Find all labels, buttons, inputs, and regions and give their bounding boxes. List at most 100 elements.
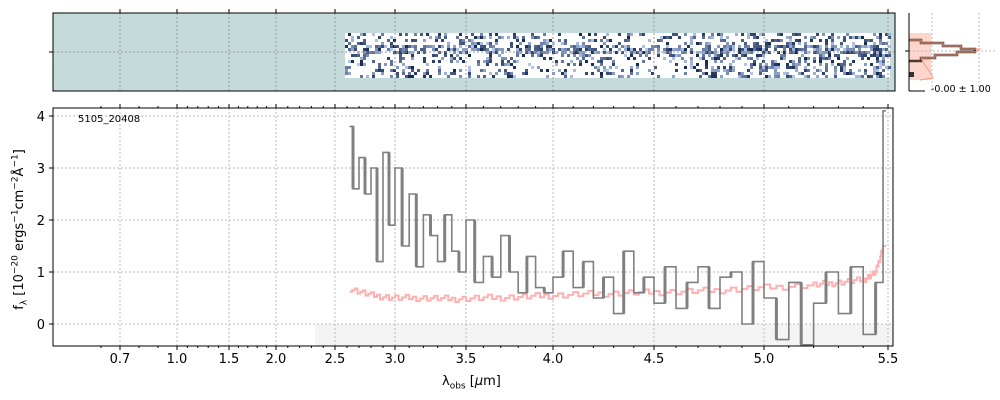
2d-pixel: [879, 51, 882, 54]
2d-pixel: [888, 45, 891, 48]
2d-pixel: [651, 72, 654, 75]
2d-pixel: [840, 63, 843, 66]
2d-pixel: [600, 57, 603, 60]
2d-pixel: [411, 45, 414, 48]
2d-pixel: [348, 33, 351, 36]
2d-pixel: [843, 39, 846, 42]
2d-pixel: [468, 66, 471, 69]
2d-pixel: [675, 69, 678, 72]
2d-pixel: [579, 48, 582, 51]
2d-pixel: [756, 57, 759, 60]
2d-pixel: [873, 33, 876, 36]
2d-pixel: [843, 66, 846, 69]
2d-pixel: [792, 45, 795, 48]
2d-pixel: [582, 42, 585, 45]
2d-pixel: [405, 48, 408, 51]
2d-pixel: [843, 48, 846, 51]
2d-pixel: [501, 60, 504, 63]
2d-pixel: [819, 51, 822, 54]
2d-pixel: [726, 42, 729, 45]
2d-pixel: [558, 33, 561, 36]
2d-pixel: [444, 72, 447, 75]
2d-pixel: [888, 33, 891, 36]
2d-pixel: [612, 60, 615, 63]
2d-pixel: [423, 57, 426, 60]
2d-pixel: [741, 72, 744, 75]
2d-pixel: [402, 51, 405, 54]
2d-pixel: [405, 66, 408, 69]
2d-pixel: [459, 42, 462, 45]
2d-pixel: [684, 48, 687, 51]
2d-pixel: [819, 57, 822, 60]
2d-pixel: [462, 42, 465, 45]
2d-pixel: [501, 63, 504, 66]
2d-pixel: [351, 45, 354, 48]
2d-pixel: [819, 54, 822, 57]
2d-pixel: [726, 69, 729, 72]
2d-pixel: [354, 45, 357, 48]
2d-pixel: [759, 45, 762, 48]
2d-pixel: [699, 51, 702, 54]
2d-pixel: [714, 51, 717, 54]
2d-pixel: [366, 54, 369, 57]
2d-pixel: [390, 42, 393, 45]
2d-pixel: [852, 72, 855, 75]
2d-pixel: [858, 51, 861, 54]
2d-pixel: [363, 63, 366, 66]
2d-pixel: [807, 57, 810, 60]
2d-pixel: [573, 69, 576, 72]
2d-pixel: [405, 75, 408, 78]
2d-pixel: [777, 72, 780, 75]
2d-pixel: [570, 75, 573, 78]
2d-pixel: [657, 39, 660, 42]
2d-pixel: [348, 48, 351, 51]
2d-pixel: [843, 63, 846, 66]
2d-pixel: [552, 42, 555, 45]
2d-pixel: [390, 63, 393, 66]
hist-model-line: [909, 39, 982, 81]
2d-pixel: [441, 57, 444, 60]
side-histogram-label: -0.00 ± 1.00: [931, 84, 991, 95]
2d-pixel: [504, 63, 507, 66]
2d-pixel: [615, 51, 618, 54]
2d-pixel: [846, 51, 849, 54]
2d-pixel: [489, 42, 492, 45]
2d-pixel: [768, 45, 771, 48]
x-tick-label: 2.5: [325, 352, 346, 367]
2d-pixel: [600, 60, 603, 63]
2d-pixel: [399, 54, 402, 57]
2d-pixel: [435, 48, 438, 51]
2d-pixel: [831, 39, 834, 42]
2d-pixel: [537, 54, 540, 57]
2d-pixel: [825, 57, 828, 60]
2d-pixel: [720, 39, 723, 42]
2d-pixel: [780, 45, 783, 48]
2d-pixel: [582, 36, 585, 39]
2d-pixel: [504, 69, 507, 72]
2d-pixel: [450, 54, 453, 57]
2d-pixel: [711, 36, 714, 39]
2d-pixel: [447, 48, 450, 51]
2d-pixel: [411, 39, 414, 42]
2d-pixel: [873, 42, 876, 45]
2d-pixel: [492, 75, 495, 78]
2d-pixel: [786, 36, 789, 39]
2d-pixel: [588, 45, 591, 48]
2d-pixel: [849, 69, 852, 72]
2d-pixel: [411, 57, 414, 60]
2d-pixel: [495, 51, 498, 54]
2d-pixel: [846, 72, 849, 75]
2d-pixel: [795, 33, 798, 36]
2d-pixel: [648, 69, 651, 72]
2d-pixel: [867, 75, 870, 78]
2d-pixel: [675, 54, 678, 57]
2d-pixel: [723, 39, 726, 42]
2d-pixel: [729, 66, 732, 69]
2d-pixel: [771, 39, 774, 42]
2d-pixel: [390, 45, 393, 48]
2d-pixel: [762, 66, 765, 69]
2d-pixel: [807, 45, 810, 48]
2d-pixel: [696, 69, 699, 72]
2d-pixel: [714, 48, 717, 51]
2d-pixel: [525, 69, 528, 72]
